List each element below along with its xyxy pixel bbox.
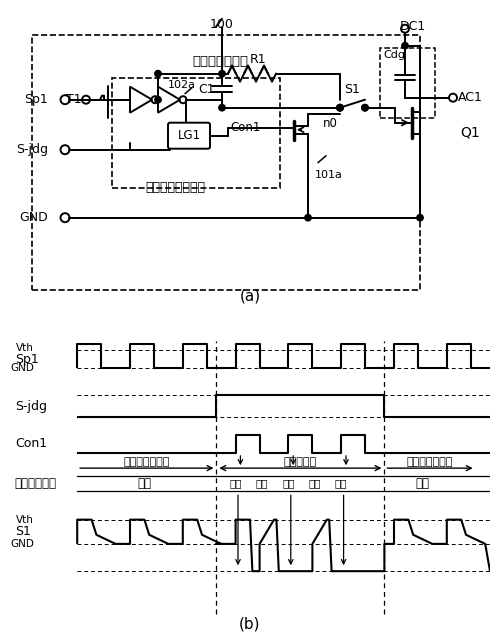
Text: LG1: LG1 <box>178 129 201 142</box>
Bar <box>112 78 280 188</box>
Text: GND: GND <box>10 363 34 373</box>
Text: GND: GND <box>10 539 34 549</box>
Circle shape <box>337 105 343 111</box>
Text: S-jdg: S-jdg <box>16 143 48 156</box>
Text: オン: オン <box>282 478 294 488</box>
Text: C1: C1 <box>198 83 215 96</box>
Text: オン: オン <box>335 478 347 488</box>
Circle shape <box>155 70 161 77</box>
Circle shape <box>219 105 225 111</box>
Text: AC1: AC1 <box>458 91 483 104</box>
Text: オフ: オフ <box>256 478 268 488</box>
Text: クランプ制御回路: クランプ制御回路 <box>145 181 205 194</box>
Text: Con1: Con1 <box>15 438 47 450</box>
Text: S1: S1 <box>15 525 30 538</box>
Text: Con1: Con1 <box>230 121 260 134</box>
Text: DC1: DC1 <box>400 20 426 33</box>
Circle shape <box>362 105 368 111</box>
Text: ゲート駆動回路: ゲート駆動回路 <box>192 55 248 68</box>
Circle shape <box>155 96 161 103</box>
Text: Sp1: Sp1 <box>24 93 48 106</box>
Text: GND: GND <box>19 211 48 224</box>
Circle shape <box>402 43 408 49</box>
Text: 102a: 102a <box>168 80 196 90</box>
Polygon shape <box>158 87 180 113</box>
Text: n0: n0 <box>323 117 338 130</box>
Text: ディスエーブル: ディスエーブル <box>407 457 453 466</box>
Text: 101a: 101a <box>315 170 343 180</box>
Text: ディスエーブル: ディスエーブル <box>124 457 170 466</box>
Text: Vth: Vth <box>16 515 34 524</box>
Text: 100: 100 <box>210 18 234 31</box>
Text: S1: S1 <box>344 83 360 96</box>
Text: R1: R1 <box>250 53 266 66</box>
Circle shape <box>337 105 343 111</box>
Text: (b): (b) <box>240 617 261 632</box>
Text: オン: オン <box>230 478 242 488</box>
FancyBboxPatch shape <box>168 122 210 149</box>
Text: オフ: オフ <box>416 477 430 490</box>
Text: オフ: オフ <box>308 478 321 488</box>
Circle shape <box>337 105 343 111</box>
Text: Q1: Q1 <box>460 126 480 140</box>
Text: T1: T1 <box>66 93 82 106</box>
Text: クランプ回路: クランプ回路 <box>15 477 57 490</box>
Polygon shape <box>130 87 152 113</box>
Text: イネーブル: イネーブル <box>284 457 317 466</box>
Bar <box>380 48 435 117</box>
Text: オフ: オフ <box>138 477 151 490</box>
Circle shape <box>219 70 225 77</box>
Text: Sp1: Sp1 <box>15 353 38 366</box>
Circle shape <box>362 105 368 111</box>
Bar <box>32 34 420 290</box>
Circle shape <box>417 214 423 221</box>
Text: S-jdg: S-jdg <box>15 399 47 413</box>
Text: Vth: Vth <box>16 343 34 353</box>
Text: (a): (a) <box>240 288 260 304</box>
Text: Cdg: Cdg <box>383 50 405 60</box>
Circle shape <box>305 214 311 221</box>
